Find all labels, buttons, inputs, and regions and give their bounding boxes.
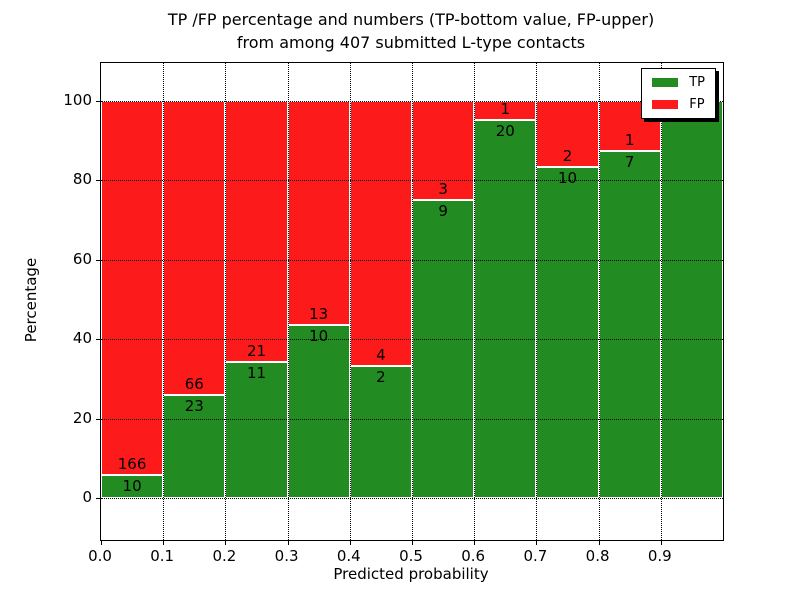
tp-count-label: 23 (184, 397, 204, 416)
x-tick-label: 0.2 (212, 547, 237, 565)
tp-count-label: 10 (122, 477, 142, 496)
fp-count-label: 3 (438, 180, 448, 199)
y-tick-label: 20 (72, 408, 92, 427)
fp-count-label: 13 (309, 305, 329, 324)
x-tick-mark (163, 540, 165, 545)
x-tick-mark (660, 540, 662, 545)
x-tick-label: 0.9 (647, 547, 672, 565)
tp-count-label: 11 (246, 363, 267, 382)
fp-count-label: 2 (562, 147, 573, 166)
x-tick-mark (349, 540, 351, 545)
x-tick-label: 0.3 (274, 547, 299, 565)
fp-count-label: 66 (184, 375, 204, 394)
x-tick-mark (598, 540, 600, 545)
fp-count-label: 166 (117, 455, 147, 474)
bar-segment-tp (163, 395, 226, 498)
y-tick-label: 80 (72, 170, 92, 189)
x-tick-label: 0.5 (399, 547, 423, 565)
bar-segment-tp (474, 119, 537, 498)
v-gridline (412, 63, 413, 540)
tp-swatch (652, 78, 679, 87)
y-tick-mark (96, 180, 101, 182)
v-gridline (474, 63, 476, 540)
legend-item-fp: FP (652, 98, 705, 111)
x-tick-label: 0.8 (585, 547, 610, 565)
legend-label-fp: FP (689, 97, 705, 112)
y-tick-label: 100 (63, 91, 92, 109)
y-tick-mark (96, 101, 101, 102)
bar-segment-fp (163, 101, 226, 396)
fp-swatch (652, 100, 679, 109)
x-tick-label: 0.6 (461, 547, 486, 565)
y-axis-label: Percentage (22, 257, 40, 343)
bar-segment-fp (349, 101, 412, 366)
y-tick-label: 60 (72, 249, 92, 268)
tp-count-label: 2 (376, 367, 386, 386)
tp-count-label: 20 (495, 121, 515, 140)
plot-area: 1661066232111131042391202101728 TP FP (96, 62, 724, 545)
bar-segment-tp (101, 475, 164, 498)
bar-segment-tp (412, 200, 475, 498)
bar-segment-tp (660, 101, 723, 498)
tp-count-label: 7 (624, 152, 635, 171)
y-tick-mark (96, 418, 101, 420)
x-tick-label: 0.1 (150, 547, 175, 565)
y-tick-mark (96, 259, 101, 261)
v-gridline (349, 63, 351, 540)
y-tick-mark (96, 339, 101, 341)
bar-segment-fp (287, 101, 350, 326)
v-gridline (225, 63, 227, 540)
bar-segment-tp (598, 150, 661, 498)
tp-count-label: 10 (557, 169, 578, 188)
x-tick-mark (412, 540, 413, 545)
x-axis-label: Predicted probability (333, 565, 489, 583)
x-tick-label: 0.0 (88, 547, 112, 565)
v-gridline (163, 63, 165, 540)
legend-item-tp: TP (652, 76, 705, 89)
chart-title-line1: TP /FP percentage and numbers (TP-bottom… (167, 10, 655, 29)
bar-segment-tp (349, 365, 412, 498)
x-tick-mark (474, 540, 476, 545)
tp-count-label: 9 (438, 202, 448, 221)
fp-count-label: 4 (376, 345, 386, 364)
tp-count-label: 10 (309, 327, 329, 346)
fp-count-label: 1 (500, 99, 511, 118)
y-tick-mark (96, 498, 101, 499)
fp-count-label: 1 (624, 130, 635, 149)
v-gridline (660, 63, 662, 540)
fp-count-label: 21 (246, 341, 267, 360)
bar-segment-tp (536, 167, 599, 498)
bar-segment-tp (287, 325, 350, 498)
chart-title-line2: from among 407 submitted L-type contacts (236, 33, 586, 52)
legend-label-tp: TP (689, 75, 705, 90)
x-tick-mark (225, 540, 227, 545)
x-tick-label: 0.7 (523, 547, 548, 565)
x-tick-mark (536, 540, 538, 545)
bar-segment-fp (225, 101, 288, 362)
x-tick-mark (101, 540, 102, 545)
y-tick-label: 40 (72, 329, 92, 348)
y-tick-label: 0 (82, 488, 92, 506)
bar-segment-fp (101, 101, 164, 476)
chart-title: TP /FP percentage and numbers (TP-bottom… (100, 8, 722, 54)
v-gridline (598, 63, 600, 540)
bar-segment-fp (536, 101, 599, 168)
v-gridline (536, 63, 538, 540)
x-tick-label: 0.4 (336, 547, 361, 565)
v-gridline (287, 63, 289, 540)
legend: TP FP (641, 68, 716, 119)
x-tick-mark (287, 540, 289, 545)
